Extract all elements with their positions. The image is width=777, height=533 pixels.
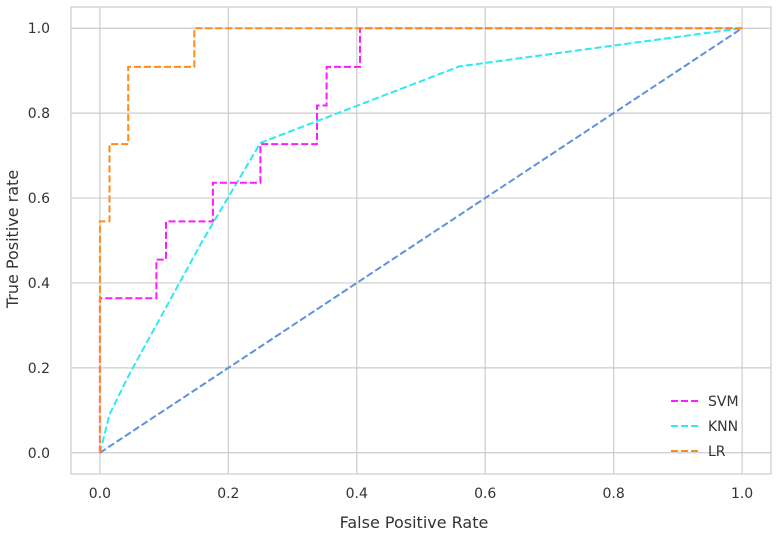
- x-axis-title: False Positive Rate: [340, 513, 489, 532]
- x-tick-label: 0.4: [346, 486, 368, 502]
- x-tick-label: 0.2: [217, 486, 239, 502]
- grid: [71, 7, 771, 474]
- x-tick-label: 0.0: [89, 486, 111, 502]
- y-axis-title: True Positive rate: [3, 170, 22, 309]
- series-line-lr: [98, 27, 743, 453]
- series-lines: [98, 27, 743, 454]
- legend-label-knn: KNN: [708, 419, 738, 435]
- legend-label-svm: SVM: [708, 394, 739, 410]
- y-tick-labels: 0.0 0.2 0.4 0.6 0.8 1.0: [28, 21, 50, 462]
- y-tick-label: 1.0: [28, 21, 50, 37]
- legend: SVM KNN LR: [671, 394, 739, 460]
- y-tick-label: 0.4: [28, 276, 50, 292]
- y-tick-label: 0.8: [28, 106, 50, 122]
- series-line-svm: [98, 27, 743, 453]
- x-tick-labels: 0.0 0.2 0.4 0.6 0.8 1.0: [89, 486, 753, 502]
- y-tick-label: 0.6: [28, 191, 50, 207]
- plot-frame: [70, 6, 772, 475]
- legend-label-lr: LR: [708, 444, 726, 460]
- reference-diagonal-line: [99, 27, 743, 454]
- series-line-knn: [98, 27, 743, 454]
- y-tick-label: 0.0: [28, 446, 50, 462]
- x-tick-label: 1.0: [731, 486, 753, 502]
- y-tick-label: 0.2: [28, 361, 50, 377]
- x-tick-label: 0.6: [474, 486, 496, 502]
- x-tick-label: 0.8: [603, 486, 625, 502]
